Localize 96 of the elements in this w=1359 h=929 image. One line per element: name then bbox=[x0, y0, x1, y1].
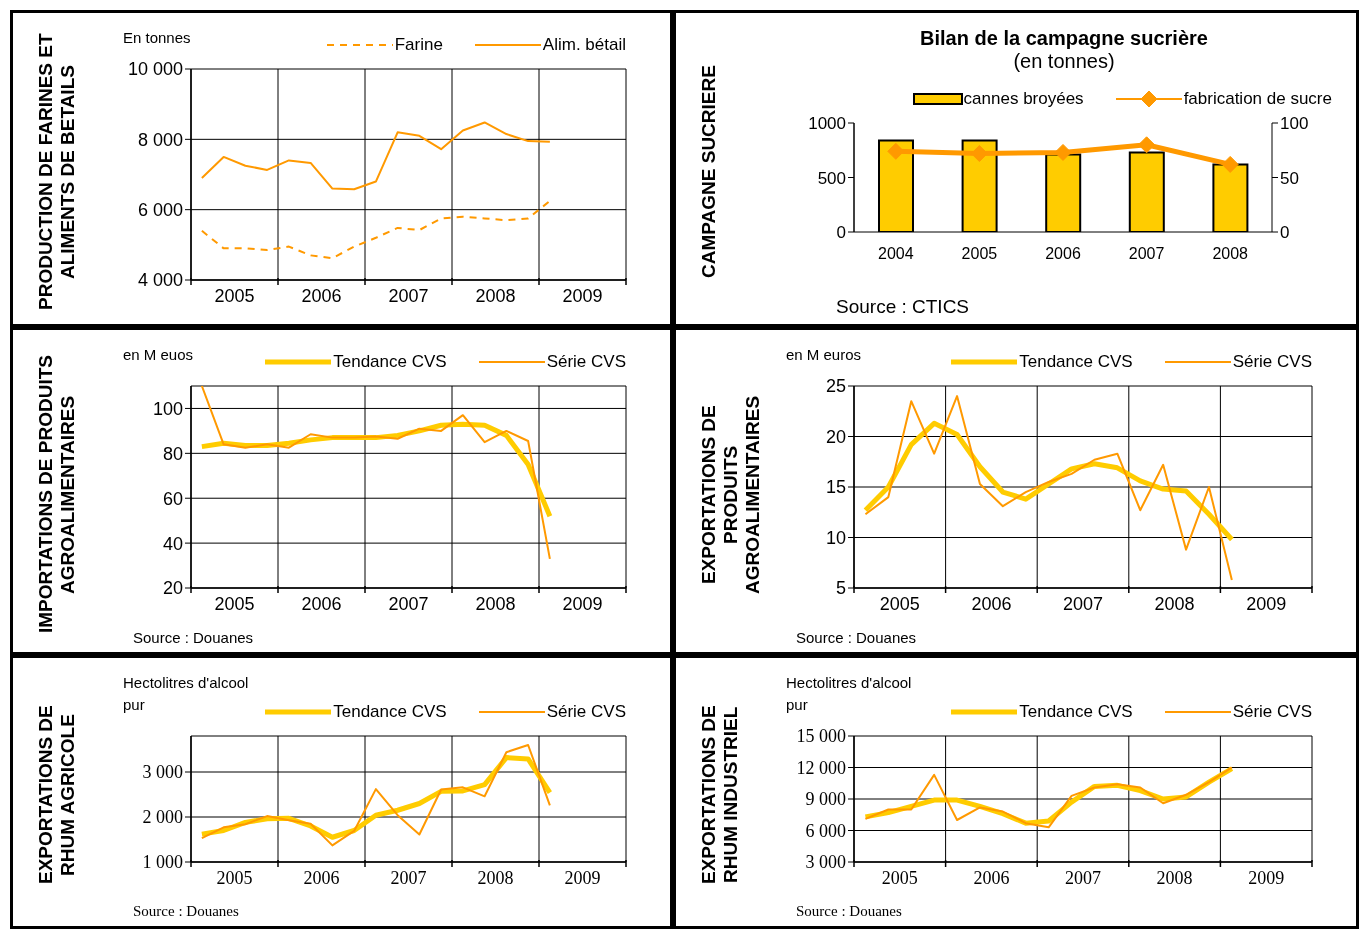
y-axis-title: IMPORTATIONS DE PRODUITS AGROALIMENTAIRES bbox=[35, 354, 79, 635]
x-tick-label: 2006 bbox=[971, 594, 1012, 614]
legend-label: Série CVS bbox=[546, 352, 626, 372]
y-tick-label: 500 bbox=[817, 168, 846, 188]
x-tick-label: 2007 bbox=[390, 868, 427, 888]
chart-subtitle: en M euros bbox=[786, 345, 863, 365]
legend-label: Farine bbox=[394, 35, 443, 55]
point bbox=[1221, 155, 1239, 173]
line-series bbox=[200, 121, 551, 191]
chart-title: Bilan de la campagne sucrière bbox=[919, 27, 1209, 50]
y-tick-label: 10 000 bbox=[127, 59, 183, 80]
x-tick-label: 2008 bbox=[1154, 594, 1195, 614]
y2-tick-label: 100 bbox=[1280, 114, 1309, 134]
x-tick-label: 2009 bbox=[562, 594, 603, 614]
chart-subtitle: Hectolitres d'alcool pur bbox=[786, 673, 913, 715]
legend-label: Série CVS bbox=[546, 702, 626, 722]
x-tick-label: 2006 bbox=[1045, 245, 1081, 263]
x-tick-label: 2009 bbox=[564, 868, 601, 888]
x-tick-label: 2005 bbox=[214, 286, 255, 306]
y-tick-label: 3 000 bbox=[805, 852, 846, 873]
line-series bbox=[864, 395, 1233, 581]
y-axis-title: CAMPAGNE SUCRIERE bbox=[698, 64, 720, 280]
x-tick-label: 2005 bbox=[881, 868, 918, 888]
y2-tick-label: 50 bbox=[1280, 168, 1299, 188]
y-tick-label: 12 000 bbox=[796, 757, 846, 778]
line-series bbox=[200, 744, 551, 847]
x-tick-label: 2006 bbox=[973, 868, 1010, 888]
chart-subtitle: (en tonnes) bbox=[1012, 50, 1116, 73]
legend-label: Série CVS bbox=[1232, 352, 1312, 372]
x-tick-label: 2005 bbox=[214, 594, 255, 614]
y-tick-label: 15 000 bbox=[796, 726, 846, 747]
x-tick-label: 2007 bbox=[388, 594, 429, 614]
x-tick-label: 2005 bbox=[961, 245, 998, 263]
x-tick-label: 2006 bbox=[301, 594, 342, 614]
y-tick-label: 1000 bbox=[808, 114, 846, 134]
y-tick-label: 1 000 bbox=[142, 852, 183, 873]
source-note: Source : Douanes bbox=[133, 903, 239, 920]
x-tick-label: 2008 bbox=[477, 868, 514, 888]
legend-label: Tendance CVS bbox=[1019, 352, 1133, 372]
legend-label: Alim. bétail bbox=[542, 35, 626, 55]
line-series bbox=[200, 386, 551, 560]
y-tick-label: 60 bbox=[162, 488, 183, 509]
legend-label: Tendance CVS bbox=[333, 702, 447, 722]
y-tick-label: 10 bbox=[825, 527, 846, 548]
y-axis-title: EXPORTATIONS DE RHUM INDUSTRIEL bbox=[698, 704, 742, 887]
x-tick-label: 2006 bbox=[303, 868, 340, 888]
y-tick-label: 40 bbox=[162, 533, 183, 554]
x-tick-label: 2008 bbox=[1212, 245, 1249, 263]
y-tick-label: 8 000 bbox=[137, 129, 183, 150]
y-tick-label: 20 bbox=[162, 578, 183, 599]
y-tick-label: 9 000 bbox=[805, 789, 846, 810]
y-tick-label: 2 000 bbox=[142, 807, 183, 828]
x-tick-label: 2008 bbox=[475, 594, 516, 614]
x-tick-label: 2005 bbox=[879, 594, 920, 614]
x-tick-label: 2009 bbox=[562, 286, 603, 306]
x-tick-label: 2008 bbox=[475, 286, 516, 306]
y2-tick-label: 0 bbox=[1280, 223, 1290, 243]
legend-label: cannes broyées bbox=[963, 89, 1084, 109]
legend-label: Tendance CVS bbox=[333, 352, 447, 372]
y-tick-label: 5 bbox=[835, 578, 846, 599]
y-tick-label: 4 000 bbox=[137, 270, 183, 291]
x-tick-label: 2007 bbox=[388, 286, 429, 306]
y-axis-title: EXPORTATIONS DE RHUM AGRICOLE bbox=[35, 704, 79, 887]
y-tick-label: 80 bbox=[162, 443, 183, 464]
y-axis-title: PRODUCTION DE FARINES ET ALIMENTS DE BETAILS bbox=[35, 32, 79, 312]
x-tick-label: 2004 bbox=[878, 245, 914, 263]
x-tick-label: 2009 bbox=[1248, 868, 1285, 888]
y-tick-label: 6 000 bbox=[137, 200, 183, 221]
chart-subtitle: En tonnes bbox=[123, 28, 192, 48]
legend-label: Série CVS bbox=[1232, 702, 1312, 722]
legend-label: fabrication de sucre bbox=[1183, 89, 1332, 109]
source-note: Source : Douanes bbox=[133, 629, 254, 646]
point bbox=[1138, 136, 1156, 154]
x-tick-label: 2009 bbox=[1246, 594, 1287, 614]
y-axis-title: EXPORTATIONS DE PRODUITS AGROALIMENTAIRES bbox=[698, 393, 764, 596]
x-tick-label: 2007 bbox=[1128, 245, 1165, 263]
point bbox=[1054, 143, 1072, 161]
x-tick-label: 2008 bbox=[1156, 868, 1193, 888]
y-tick-label: 15 bbox=[825, 477, 846, 498]
x-tick-label: 2006 bbox=[301, 286, 342, 306]
line-series bbox=[200, 199, 551, 260]
y-tick-label: 25 bbox=[825, 376, 846, 397]
y-tick-label: 100 bbox=[152, 398, 183, 419]
source-note: Source : CTICS bbox=[836, 296, 970, 318]
y-tick-label: 3 000 bbox=[142, 762, 183, 783]
source-note: Source : Douanes bbox=[796, 903, 902, 920]
chart-subtitle: Hectolitres d'alcool pur bbox=[123, 673, 250, 715]
y-tick-label: 20 bbox=[825, 426, 846, 447]
x-tick-label: 2007 bbox=[1062, 594, 1104, 614]
source-note: Source : Douanes bbox=[796, 629, 917, 646]
legend-label: Tendance CVS bbox=[1019, 702, 1133, 722]
chart-subtitle: en M euos bbox=[123, 345, 195, 365]
x-tick-label: 2005 bbox=[216, 868, 253, 888]
y-tick-label: 0 bbox=[836, 223, 846, 243]
y-tick-label: 6 000 bbox=[805, 820, 846, 841]
x-tick-label: 2007 bbox=[1065, 868, 1101, 888]
